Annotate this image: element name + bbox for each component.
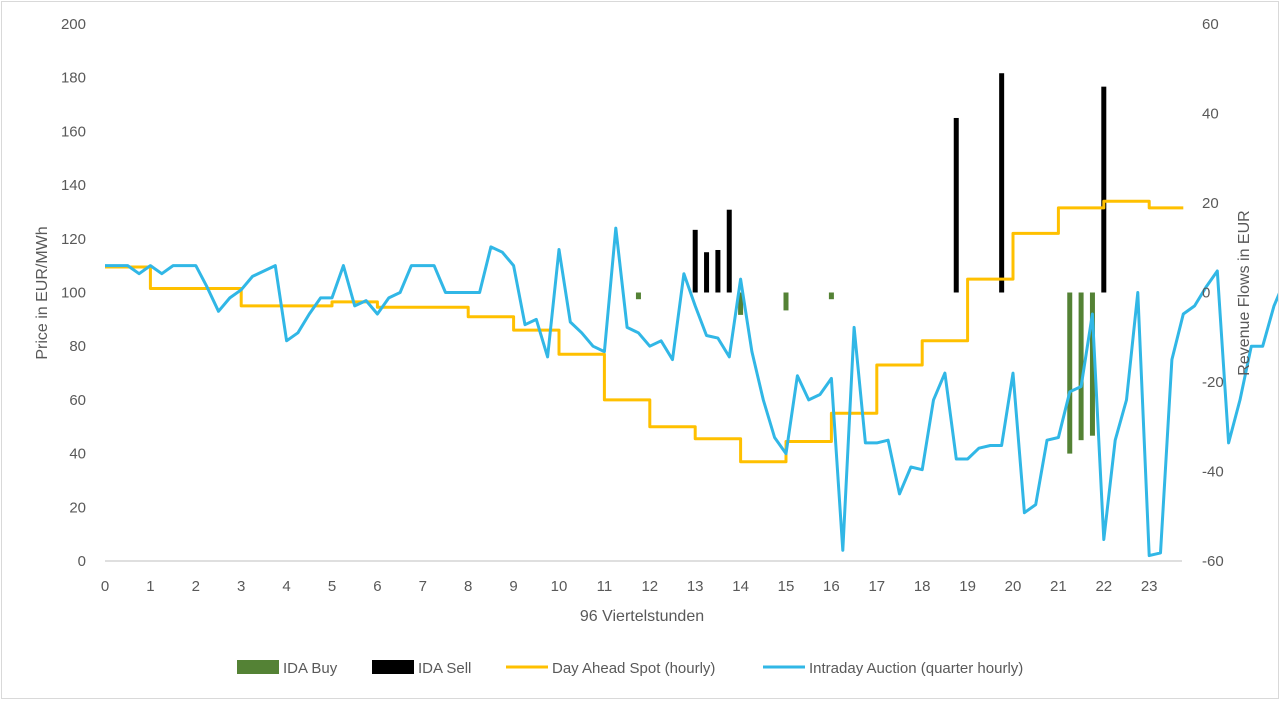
y-left-tick-label: 200 [61, 16, 86, 33]
y-left-tick-label: 40 [69, 446, 86, 463]
x-tick-label: 8 [464, 578, 472, 595]
ida-sell-bar [726, 209, 732, 293]
x-axis-ticks: 0 1 2 3 4 5 6 7 8 9 10 11 12 13 14 15 16 17 18 19 20 21 22 23 [101, 578, 1158, 595]
legend-label-day-ahead: Day Ahead Spot (hourly) [552, 660, 715, 677]
x-tick-label: 16 [823, 578, 840, 595]
ida-buy-bar [1089, 292, 1095, 436]
x-tick-label: 20 [1005, 578, 1022, 595]
ida-sell-bar [692, 229, 698, 293]
x-tick-label: 5 [328, 578, 336, 595]
y-left-tick-label: 0 [78, 553, 86, 570]
y-right-axis-title: Revenue Flows in EUR [1236, 210, 1253, 375]
y-right-tick-label: 40 [1202, 106, 1219, 123]
ida-buy-bar [828, 292, 834, 300]
y-right-tick-label: -20 [1202, 374, 1224, 391]
x-tick-label: 22 [1095, 578, 1112, 595]
legend-label-ida-buy: IDA Buy [283, 660, 338, 677]
ida-buy-bar [783, 292, 789, 311]
x-tick-label: 15 [778, 578, 795, 595]
legend-swatch-ida-sell [372, 660, 414, 674]
y-left-tick-label: 60 [69, 392, 86, 409]
y-right-tick-label: 60 [1202, 16, 1219, 33]
y-right-tick-label: -60 [1202, 553, 1224, 570]
y-left-tick-label: 20 [69, 499, 86, 516]
legend-label-intraday: Intraday Auction (quarter hourly) [809, 660, 1023, 677]
legend-swatch-ida-buy [237, 660, 279, 674]
x-tick-label: 14 [732, 578, 749, 595]
ida-buy-bar [738, 292, 744, 315]
ida-sell-bar [715, 249, 721, 293]
ida-sell-bar [999, 73, 1005, 293]
x-tick-label: 7 [419, 578, 427, 595]
ida-buy-bar [1078, 292, 1084, 441]
y-left-tick-label: 80 [69, 338, 86, 355]
y-right-axis-ticks: -60 -40 -20 0 20 40 60 [1202, 16, 1224, 570]
legend-label-ida-sell: IDA Sell [418, 660, 471, 677]
x-tick-label: 12 [641, 578, 658, 595]
ida-buy-bar [1067, 292, 1073, 454]
x-tick-label: 19 [959, 578, 976, 595]
x-axis-title: 96 Viertelstunden [580, 608, 704, 625]
y-right-tick-label: 0 [1202, 285, 1210, 302]
y-right-tick-label: -40 [1202, 464, 1224, 481]
legend: IDA Buy IDA Sell Day Ahead Spot (hourly)… [237, 660, 1023, 677]
y-left-tick-label: 100 [61, 285, 86, 302]
ida-sell-bar [704, 252, 710, 293]
x-tick-label: 11 [597, 578, 613, 595]
day-ahead-line [105, 199, 1184, 464]
y-left-axis-title: Price in EUR/MWh [34, 226, 51, 359]
x-tick-label: 13 [687, 578, 704, 595]
x-tick-label: 9 [509, 578, 517, 595]
y-right-tick-label: 20 [1202, 195, 1219, 212]
intraday-line [105, 226, 1280, 558]
x-tick-label: 4 [282, 578, 290, 595]
bar-layer [635, 73, 1107, 454]
x-tick-label: 6 [373, 578, 381, 595]
x-tick-label: 2 [192, 578, 200, 595]
y-left-tick-label: 160 [61, 123, 86, 140]
x-tick-label: 23 [1141, 578, 1158, 595]
y-left-tick-label: 140 [61, 177, 86, 194]
line-layer [105, 199, 1280, 558]
x-tick-label: 3 [237, 578, 245, 595]
x-tick-label: 10 [551, 578, 568, 595]
y-left-tick-label: 180 [61, 70, 86, 87]
x-tick-label: 21 [1050, 578, 1067, 595]
y-left-axis-ticks: 0 20 40 60 80 100 120 140 160 180 200 [61, 16, 86, 570]
y-left-tick-label: 120 [61, 231, 86, 248]
x-tick-label: 18 [914, 578, 931, 595]
ida-buy-bar [635, 292, 641, 300]
ida-sell-bar [953, 117, 959, 293]
x-tick-label: 1 [146, 578, 154, 595]
x-tick-label: 17 [868, 578, 885, 595]
x-tick-label: 0 [101, 578, 109, 595]
ida-sell-bar [1101, 86, 1107, 293]
